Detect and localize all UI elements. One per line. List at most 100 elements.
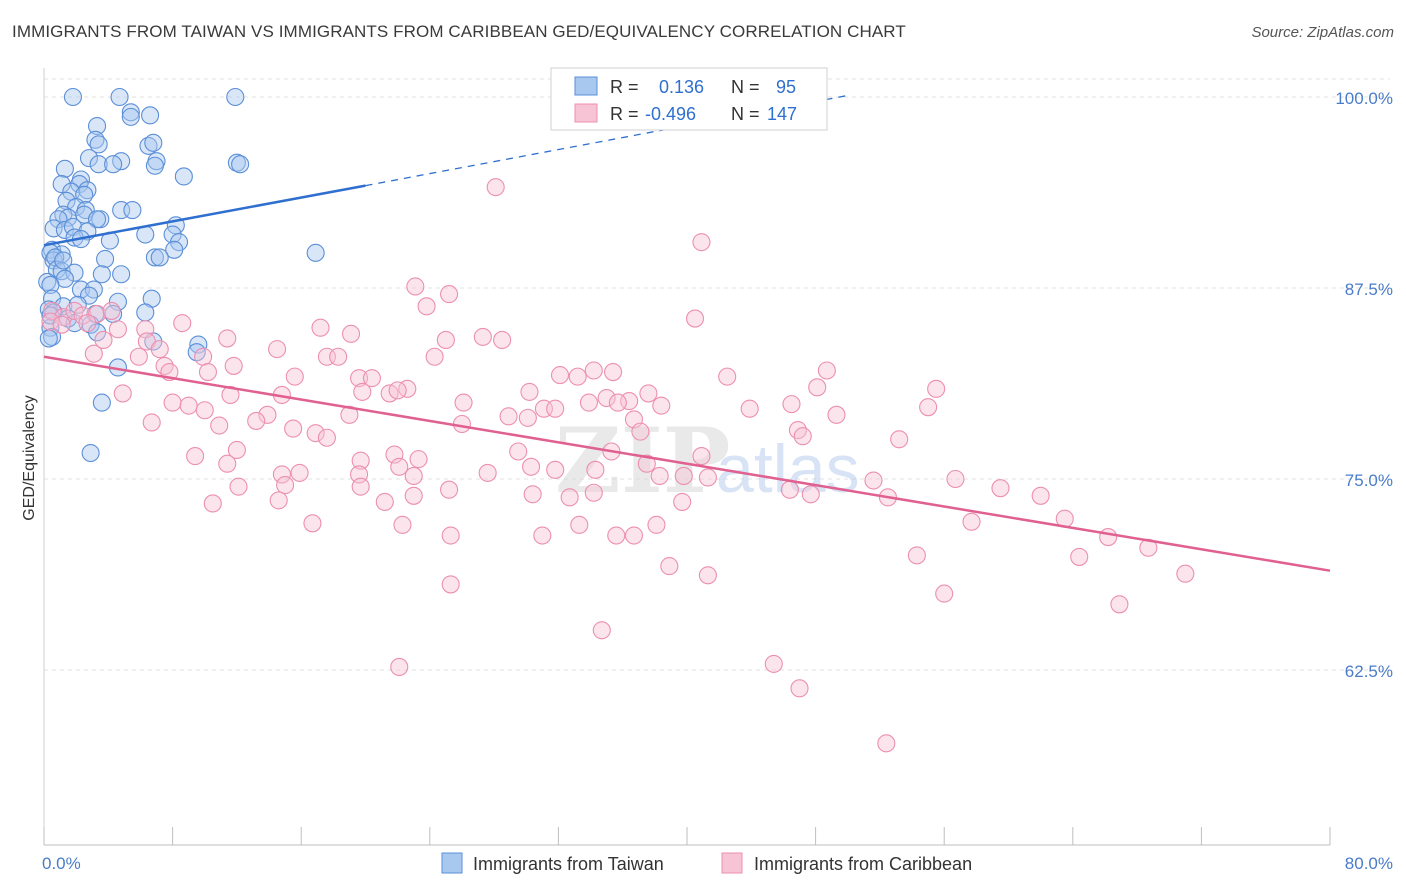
legend-n-value-2: 147 — [767, 104, 797, 124]
legend-taiwan-swatch — [574, 76, 598, 96]
bottom-legend-taiwan-swatch — [441, 852, 463, 874]
caribbean-point — [607, 526, 626, 545]
caribbean-point — [210, 416, 229, 435]
caribbean-point — [198, 362, 218, 382]
x-tick-label-max: 80.0% — [1345, 854, 1393, 873]
bottom-legend-caribbean-label: Immigrants from Caribbean — [754, 854, 972, 874]
caribbean-point — [639, 384, 658, 403]
caribbean-point — [1099, 528, 1118, 547]
taiwan-point — [87, 116, 107, 136]
taiwan-point — [174, 167, 193, 186]
taiwan-point — [38, 272, 57, 291]
caribbean-point — [647, 515, 666, 534]
caribbean-point — [673, 492, 692, 511]
caribbean-point — [692, 447, 711, 466]
caribbean-point — [864, 471, 883, 490]
caribbean-point — [907, 546, 926, 565]
taiwan-point — [49, 210, 68, 229]
watermark-atlas: atlas — [716, 431, 860, 507]
caribbean-point — [522, 457, 541, 476]
caribbean-point — [229, 477, 248, 496]
caribbean-point — [570, 515, 589, 534]
taiwan-point — [92, 265, 111, 284]
caribbean-point — [1070, 547, 1089, 566]
source-label: Source: ZipAtlas.com — [1251, 24, 1394, 41]
caribbean-point — [454, 393, 473, 412]
caribbean-point — [946, 469, 965, 489]
legend-r-value-2: -0.496 — [645, 104, 696, 124]
caribbean-point — [52, 315, 71, 334]
taiwan-point — [65, 263, 84, 282]
caribbean-point — [440, 480, 459, 499]
taiwan-point — [165, 240, 184, 259]
legend-n-label-2: N = — [731, 104, 760, 124]
taiwan-point — [226, 87, 245, 107]
caribbean-point — [350, 369, 369, 388]
taiwan-point — [187, 343, 206, 362]
caribbean-point — [764, 654, 783, 673]
caribbean-point — [584, 483, 603, 502]
caribbean-point — [685, 309, 705, 328]
caribbean-point — [329, 347, 348, 366]
caribbean-point — [388, 381, 407, 400]
caribbean-point — [440, 285, 459, 304]
caribbean-point — [311, 318, 330, 337]
caribbean-point — [303, 514, 322, 533]
caribbean-point — [560, 488, 579, 507]
caribbean-trend-line — [43, 355, 1331, 572]
taiwan-point — [63, 87, 82, 107]
taiwan-point — [150, 248, 169, 267]
taiwan-point — [110, 87, 129, 107]
caribbean-point — [341, 324, 361, 343]
taiwan-point — [112, 265, 131, 284]
caribbean-point — [631, 422, 650, 441]
legend-box: R = 0.136 N = 95 R = -0.496 N = 147 — [550, 67, 828, 131]
caribbean-point — [790, 679, 809, 698]
caribbean-point — [817, 361, 836, 380]
caribbean-point — [499, 407, 518, 426]
caribbean-point — [509, 442, 528, 461]
legend-r-label-2: R = — [610, 104, 639, 124]
caribbean-point — [306, 424, 325, 443]
taiwan-point — [123, 201, 142, 220]
caribbean-point — [317, 428, 336, 447]
caribbean-point — [546, 460, 565, 479]
taiwan-point — [139, 136, 158, 155]
caribbean-point — [877, 734, 896, 753]
caribbean-point — [919, 398, 938, 417]
x-tick-label-min: 0.0% — [42, 854, 81, 873]
caribbean-point — [398, 379, 417, 398]
caribbean-point — [441, 526, 460, 545]
caribbean-point — [808, 378, 827, 397]
caribbean-point — [227, 440, 246, 460]
caribbean-point — [290, 463, 309, 482]
caribbean-point — [417, 297, 436, 316]
caribbean-point — [390, 457, 409, 476]
watermark-zip: ZIP — [555, 408, 730, 514]
taiwan-point — [81, 443, 100, 463]
caribbean-point — [698, 468, 717, 487]
caribbean-point — [793, 427, 812, 446]
caribbean-point — [597, 388, 616, 408]
taiwan-point — [104, 155, 123, 174]
taiwan-point — [96, 249, 115, 269]
y-tick-label: 62.5% — [1345, 662, 1393, 681]
caribbean-point — [221, 385, 240, 405]
caribbean-point — [404, 466, 423, 485]
caribbean-point — [351, 451, 370, 470]
caribbean-point — [94, 330, 113, 350]
caribbean-point — [173, 314, 192, 333]
taiwan-point — [89, 155, 108, 174]
caribbean-point — [624, 526, 644, 545]
caribbean-point — [935, 584, 954, 603]
caribbean-point — [102, 301, 121, 320]
taiwan-point — [136, 303, 155, 322]
caribbean-point — [788, 421, 807, 440]
caribbean-point — [272, 465, 291, 484]
caribbean-point — [41, 312, 60, 331]
legend-r-value-1: 0.136 — [659, 77, 704, 97]
axes — [43, 68, 1331, 846]
caribbean-point — [991, 479, 1010, 498]
caribbean-point — [276, 476, 295, 495]
bottom-legend: Immigrants from Taiwan Immigrants from C… — [441, 852, 972, 874]
